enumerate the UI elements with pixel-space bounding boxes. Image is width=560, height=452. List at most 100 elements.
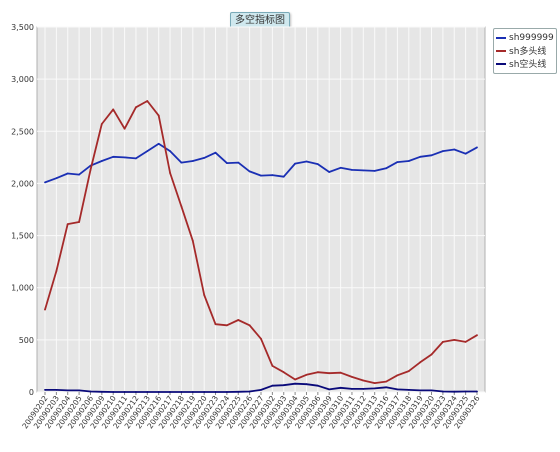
data-point (442, 390, 444, 393)
y-tick-label: 2,500 (11, 127, 34, 136)
data-point (203, 157, 206, 159)
data-point (248, 324, 251, 327)
data-point (135, 391, 137, 393)
data-point (464, 341, 467, 343)
data-point (78, 173, 80, 176)
data-point (226, 324, 228, 327)
y-tick-label: 3,500 (11, 23, 34, 32)
data-point (430, 353, 433, 356)
data-point (100, 123, 103, 125)
grid-layer (36, 26, 486, 393)
data-point (112, 391, 115, 393)
data-point (214, 151, 217, 154)
data-point (282, 371, 285, 374)
data-point (373, 170, 376, 172)
data-point (191, 391, 194, 393)
data-point (430, 154, 433, 157)
data-point (373, 382, 376, 384)
data-point (339, 386, 342, 389)
data-point (305, 160, 308, 163)
data-point (191, 160, 194, 162)
data-point (226, 162, 228, 165)
data-point (419, 155, 422, 158)
data-point (339, 166, 342, 169)
legend-swatch (496, 62, 506, 65)
data-point (203, 294, 206, 296)
data-point (294, 382, 296, 385)
legend-swatch (496, 49, 506, 52)
data-point (44, 181, 46, 184)
data-point (157, 391, 160, 393)
legend-label: sh多头线 (509, 47, 547, 57)
data-point (464, 390, 467, 393)
data-point (362, 379, 365, 382)
data-point (442, 150, 444, 153)
data-point (464, 152, 467, 155)
data-point (169, 150, 172, 153)
data-point (44, 389, 46, 391)
data-point (351, 169, 353, 171)
data-point (407, 160, 410, 162)
data-point (123, 156, 126, 159)
data-point (180, 161, 183, 164)
data-point (316, 371, 319, 374)
legend-swatch (496, 36, 506, 39)
data-point (66, 223, 69, 226)
legend-label: sh999999 (509, 32, 554, 43)
data-point (214, 323, 217, 326)
data-point (146, 100, 149, 102)
data-point (237, 319, 240, 321)
data-point (385, 167, 387, 170)
data-point (203, 391, 206, 393)
y-tick-label: 0 (29, 388, 34, 397)
data-point (271, 174, 274, 177)
data-point (282, 384, 285, 387)
data-point (78, 389, 80, 392)
data-point (430, 389, 433, 392)
data-point (135, 157, 137, 160)
data-point (419, 389, 422, 392)
data-point (396, 161, 399, 164)
data-point (169, 172, 172, 174)
axis-layer: 05001,0001,5002,0002,5003,0003,500200902… (11, 23, 482, 430)
legend-item-short-line[interactable]: sh空头线 (496, 57, 554, 70)
data-point (362, 388, 365, 390)
data-point (328, 388, 331, 391)
data-point (214, 391, 217, 393)
legend-item-sh999999[interactable]: sh999999 (496, 31, 554, 44)
data-point (260, 174, 262, 177)
legend-item-long-line[interactable]: sh多头线 (496, 44, 554, 57)
data-point (112, 108, 115, 111)
data-point (180, 391, 183, 393)
data-point (55, 389, 58, 391)
data-point (146, 391, 149, 393)
data-point (305, 373, 308, 376)
y-tick-label: 500 (19, 336, 34, 345)
data-point (157, 142, 160, 145)
data-point (407, 370, 410, 372)
data-point (396, 388, 399, 391)
data-point (123, 391, 126, 393)
data-point (260, 337, 262, 340)
data-point (453, 390, 456, 393)
data-point (385, 386, 387, 389)
y-tick-label: 1,000 (11, 284, 34, 293)
data-point (78, 221, 80, 223)
data-point (476, 390, 478, 393)
data-point (385, 380, 387, 383)
data-point (294, 378, 296, 381)
data-point (396, 374, 399, 377)
data-point (55, 177, 58, 180)
data-point (453, 339, 456, 341)
data-point (66, 389, 69, 392)
data-point (328, 171, 331, 173)
data-point (44, 308, 46, 311)
data-point (55, 270, 58, 272)
data-point (135, 106, 137, 109)
data-point (351, 388, 353, 390)
data-point (328, 372, 331, 375)
data-point (351, 376, 353, 378)
data-point (146, 150, 149, 153)
data-point (407, 389, 410, 391)
